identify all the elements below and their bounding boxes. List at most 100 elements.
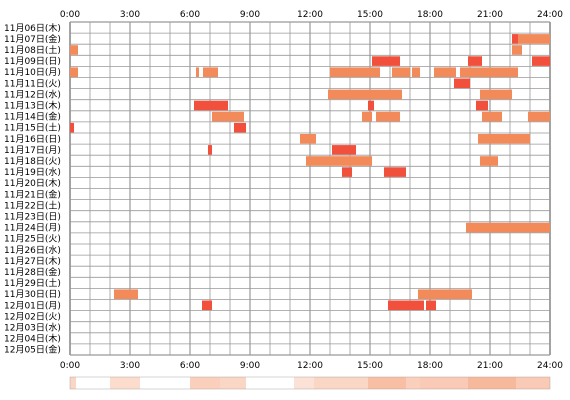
day-label: 11月08日(土) [4, 44, 61, 56]
density-cell [516, 377, 550, 389]
day-label: 12月04日(木) [4, 333, 61, 345]
day-row-labels: 11月06日(木)11月07日(金)11月08日(土)11月09日(日)11月1… [4, 22, 61, 356]
density-cell [220, 377, 246, 389]
day-label: 12月05日(金) [4, 344, 61, 356]
day-label: 11月29日(土) [4, 277, 61, 289]
x-tick-label-bottom: 0:00 [60, 361, 80, 371]
activity-bar [70, 45, 78, 55]
activity-bar [434, 67, 456, 77]
activity-bar [468, 56, 482, 66]
day-label: 11月16日(日) [4, 134, 61, 145]
day-label: 11月28日(金) [4, 266, 61, 278]
day-label: 12月01日(月) [4, 300, 61, 311]
x-tick-label-bottom: 15:00 [357, 361, 383, 371]
day-label: 11月09日(日) [4, 56, 61, 67]
activity-bar [70, 67, 78, 77]
activity-bar [392, 67, 410, 77]
x-axis-top-ticks: 0:00 3:00 6:00 9:00 12:00 15:00 18:00 21:00 24:0… [60, 10, 563, 20]
activity-bar [466, 222, 550, 233]
activity-segments [70, 34, 550, 311]
x-tick-label-top: 12:00 [297, 10, 323, 20]
x-tick-label-top: 9:00 [240, 10, 260, 20]
activity-bar [376, 111, 400, 122]
activity-bar [482, 111, 502, 122]
density-cell [420, 377, 468, 389]
activity-bar [512, 34, 518, 44]
activity-bar [478, 134, 530, 144]
density-cell [314, 377, 368, 389]
activity-bar [460, 67, 518, 77]
day-label: 11月13日(木) [4, 99, 61, 111]
day-label: 11月24日(月) [4, 223, 61, 234]
activity-bar [212, 111, 244, 122]
day-label: 11月23日(日) [4, 211, 61, 222]
day-label: 11月22日(土) [4, 199, 61, 211]
activity-bar [412, 67, 420, 77]
x-tick-label-top: 0:00 [60, 10, 80, 20]
activity-bar [372, 56, 400, 66]
density-cell [190, 377, 220, 389]
density-cell [110, 377, 140, 389]
x-tick-label-bottom: 18:00 [417, 361, 443, 371]
activity-bar [426, 300, 436, 311]
day-label: 11月17日(月) [4, 145, 61, 156]
x-tick-label-bottom: 3:00 [120, 361, 140, 371]
day-label: 11月26日(水) [4, 244, 61, 256]
activity-bar [306, 156, 372, 166]
day-label: 11月27日(木) [4, 255, 61, 267]
day-label: 11月07日(金) [4, 33, 61, 45]
density-cell [70, 377, 76, 389]
x-tick-label-top: 3:00 [120, 10, 140, 20]
day-label: 11月25日(火) [4, 234, 61, 245]
activity-bar [418, 289, 472, 299]
activity-bar [234, 122, 246, 133]
day-label: 11月18日(火) [4, 156, 61, 167]
x-tick-label-bottom: 9:00 [240, 361, 260, 371]
activity-bar [528, 111, 550, 122]
x-tick-label-top: 6:00 [180, 10, 200, 20]
activity-bar [196, 67, 199, 77]
x-tick-label-top: 18:00 [417, 10, 443, 20]
activity-bar [362, 111, 372, 122]
density-cell [294, 377, 314, 389]
activity-bar [202, 300, 212, 311]
x-tick-label-bottom: 6:00 [180, 361, 200, 371]
day-label: 11月10日(月) [4, 67, 61, 78]
day-label: 11月11日(火) [4, 78, 61, 89]
activity-bar [476, 100, 488, 111]
activity-bar [532, 56, 550, 66]
x-tick-label-top: 21:00 [477, 10, 503, 20]
day-label: 11月14日(金) [4, 111, 61, 123]
activity-bar [330, 67, 380, 77]
activity-bar [194, 100, 228, 111]
activity-bar [480, 156, 498, 166]
grid-lines [69, 21, 551, 356]
activity-bar [300, 134, 316, 144]
activity-bar [454, 78, 470, 89]
activity-bar [70, 122, 74, 133]
activity-bar [368, 100, 374, 111]
x-tick-label-top: 24:00 [537, 10, 563, 20]
x-axis-bottom-ticks: 0:00 3:00 6:00 9:00 12:00 15:00 18:00 21:00 24:0… [60, 361, 563, 371]
day-label: 11月12日(水) [4, 88, 61, 100]
day-label: 11月21日(金) [4, 188, 61, 200]
x-tick-label-bottom: 21:00 [477, 361, 503, 371]
day-label: 12月03日(水) [4, 321, 61, 333]
day-label: 11月20日(木) [4, 177, 61, 189]
x-tick-label-bottom: 12:00 [297, 361, 323, 371]
x-tick-label-top: 15:00 [357, 10, 383, 20]
density-cell [468, 377, 516, 389]
activity-bar [114, 289, 138, 299]
activity-bar [384, 167, 406, 177]
density-strip [69, 376, 551, 390]
day-label: 11月15日(土) [4, 122, 61, 134]
activity-bar [342, 167, 352, 177]
activity-bar [512, 45, 522, 55]
activity-bar [480, 89, 512, 100]
density-strip-frame [69, 376, 551, 390]
day-label: 12月02日(火) [4, 311, 61, 322]
activity-bar [203, 67, 218, 77]
day-label: 11月06日(木) [4, 22, 61, 34]
density-cell [406, 377, 420, 389]
